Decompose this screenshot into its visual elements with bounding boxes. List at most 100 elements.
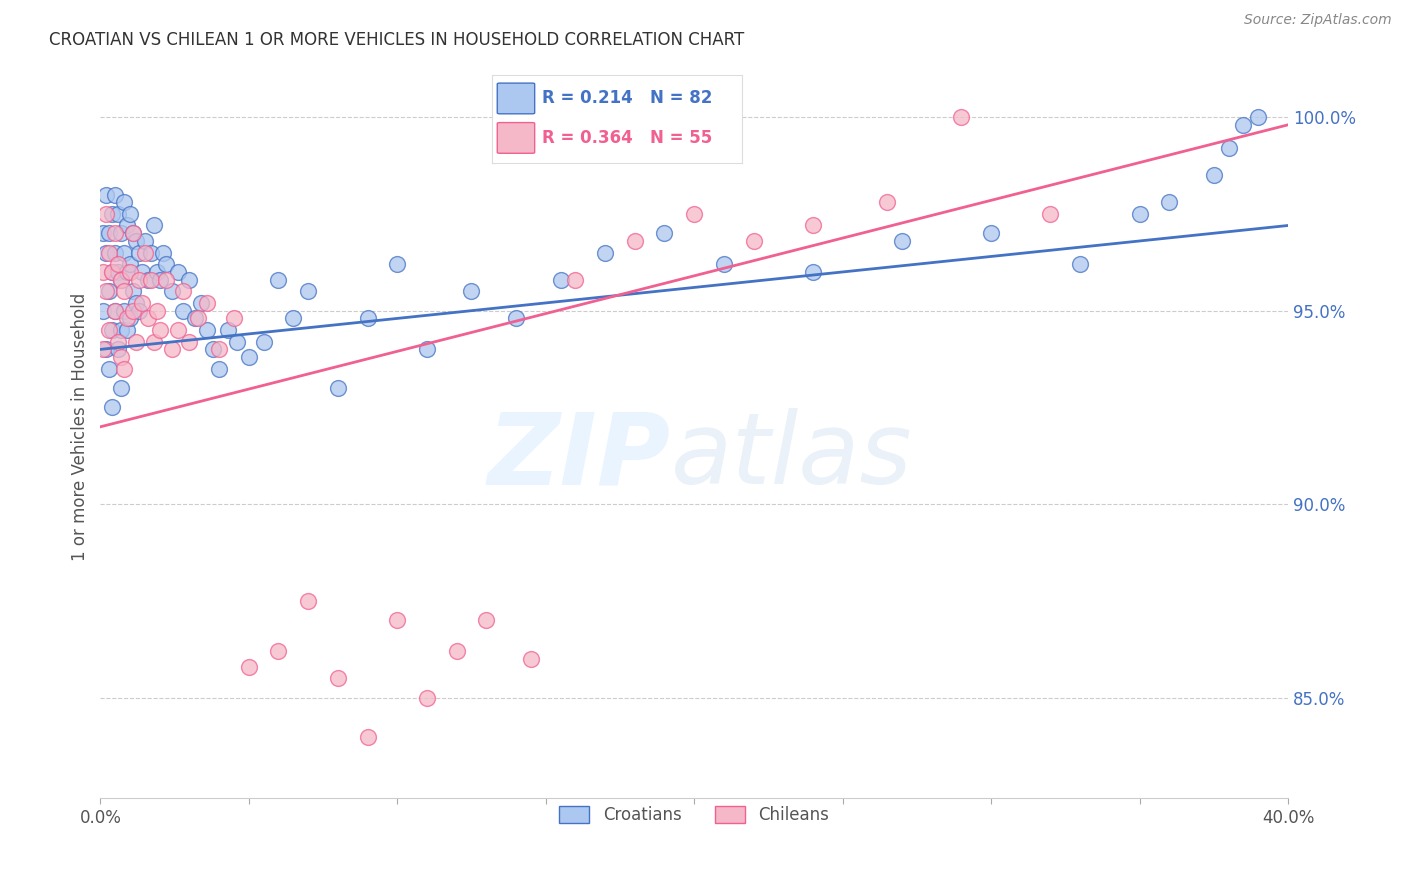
Point: [118, 265, 141, 279]
Point: [184, 311, 207, 326]
Point: [876, 195, 898, 210]
Point: [187, 311, 209, 326]
Point: [136, 311, 159, 326]
Point: [801, 219, 824, 233]
Point: [505, 311, 527, 326]
Point: [112, 195, 135, 210]
Point: [104, 187, 127, 202]
Point: [96, 187, 118, 202]
Point: [134, 245, 156, 260]
Point: [110, 226, 132, 240]
Point: [122, 285, 145, 299]
Point: [742, 234, 765, 248]
Point: [128, 245, 150, 260]
Point: [564, 273, 586, 287]
Point: [110, 381, 132, 395]
Point: [107, 334, 129, 349]
Point: [683, 207, 706, 221]
Point: [297, 594, 319, 608]
Point: [118, 257, 141, 271]
Point: [91, 343, 114, 357]
Point: [326, 381, 349, 395]
Point: [91, 303, 114, 318]
Point: [267, 273, 290, 287]
Point: [101, 323, 124, 337]
Point: [98, 245, 121, 260]
Point: [145, 265, 167, 279]
Point: [101, 265, 124, 279]
Point: [238, 350, 260, 364]
Point: [104, 303, 127, 318]
Point: [101, 401, 124, 415]
Point: [110, 273, 132, 287]
Point: [160, 343, 183, 357]
Point: [173, 303, 195, 318]
Point: [520, 652, 543, 666]
Point: [98, 285, 121, 299]
Point: [96, 343, 118, 357]
Point: [152, 245, 174, 260]
Point: [801, 265, 824, 279]
Point: [115, 219, 138, 233]
Point: [101, 207, 124, 221]
Point: [416, 343, 439, 357]
Point: [110, 323, 132, 337]
Point: [623, 234, 645, 248]
Point: [107, 265, 129, 279]
Point: [446, 644, 468, 658]
Point: [179, 334, 201, 349]
Point: [460, 285, 482, 299]
Text: CROATIAN VS CHILEAN 1 OR MORE VEHICLES IN HOUSEHOLD CORRELATION CHART: CROATIAN VS CHILEAN 1 OR MORE VEHICLES I…: [49, 31, 744, 49]
Point: [112, 245, 135, 260]
Point: [950, 110, 973, 124]
Point: [134, 234, 156, 248]
Point: [222, 311, 245, 326]
Point: [1159, 195, 1181, 210]
Point: [267, 644, 290, 658]
Point: [131, 296, 153, 310]
Point: [115, 265, 138, 279]
Point: [226, 334, 249, 349]
Point: [654, 226, 676, 240]
Point: [149, 273, 172, 287]
Point: [142, 219, 165, 233]
Point: [195, 296, 218, 310]
Point: [190, 296, 212, 310]
Point: [550, 273, 572, 287]
Point: [112, 303, 135, 318]
Point: [128, 273, 150, 287]
Point: [115, 311, 138, 326]
Point: [122, 303, 145, 318]
Point: [387, 614, 409, 628]
Point: [475, 614, 498, 628]
Point: [122, 226, 145, 240]
Point: [125, 334, 148, 349]
Point: [1039, 207, 1062, 221]
Point: [98, 323, 121, 337]
Point: [326, 672, 349, 686]
Y-axis label: 1 or more Vehicles in Household: 1 or more Vehicles in Household: [72, 293, 89, 561]
Point: [179, 273, 201, 287]
Point: [166, 265, 188, 279]
Point: [110, 273, 132, 287]
Point: [139, 273, 162, 287]
Point: [110, 350, 132, 364]
Point: [195, 323, 218, 337]
Point: [1202, 168, 1225, 182]
Point: [253, 334, 276, 349]
Point: [155, 257, 177, 271]
Point: [208, 343, 231, 357]
Text: ZIP: ZIP: [488, 408, 671, 505]
Point: [356, 311, 378, 326]
Point: [1128, 207, 1150, 221]
Point: [891, 234, 914, 248]
Point: [283, 311, 305, 326]
Point: [139, 245, 162, 260]
Point: [115, 323, 138, 337]
Point: [145, 303, 167, 318]
Point: [387, 257, 409, 271]
Legend: Croatians, Chileans: Croatians, Chileans: [553, 799, 835, 831]
Point: [96, 285, 118, 299]
Point: [104, 245, 127, 260]
Point: [104, 303, 127, 318]
